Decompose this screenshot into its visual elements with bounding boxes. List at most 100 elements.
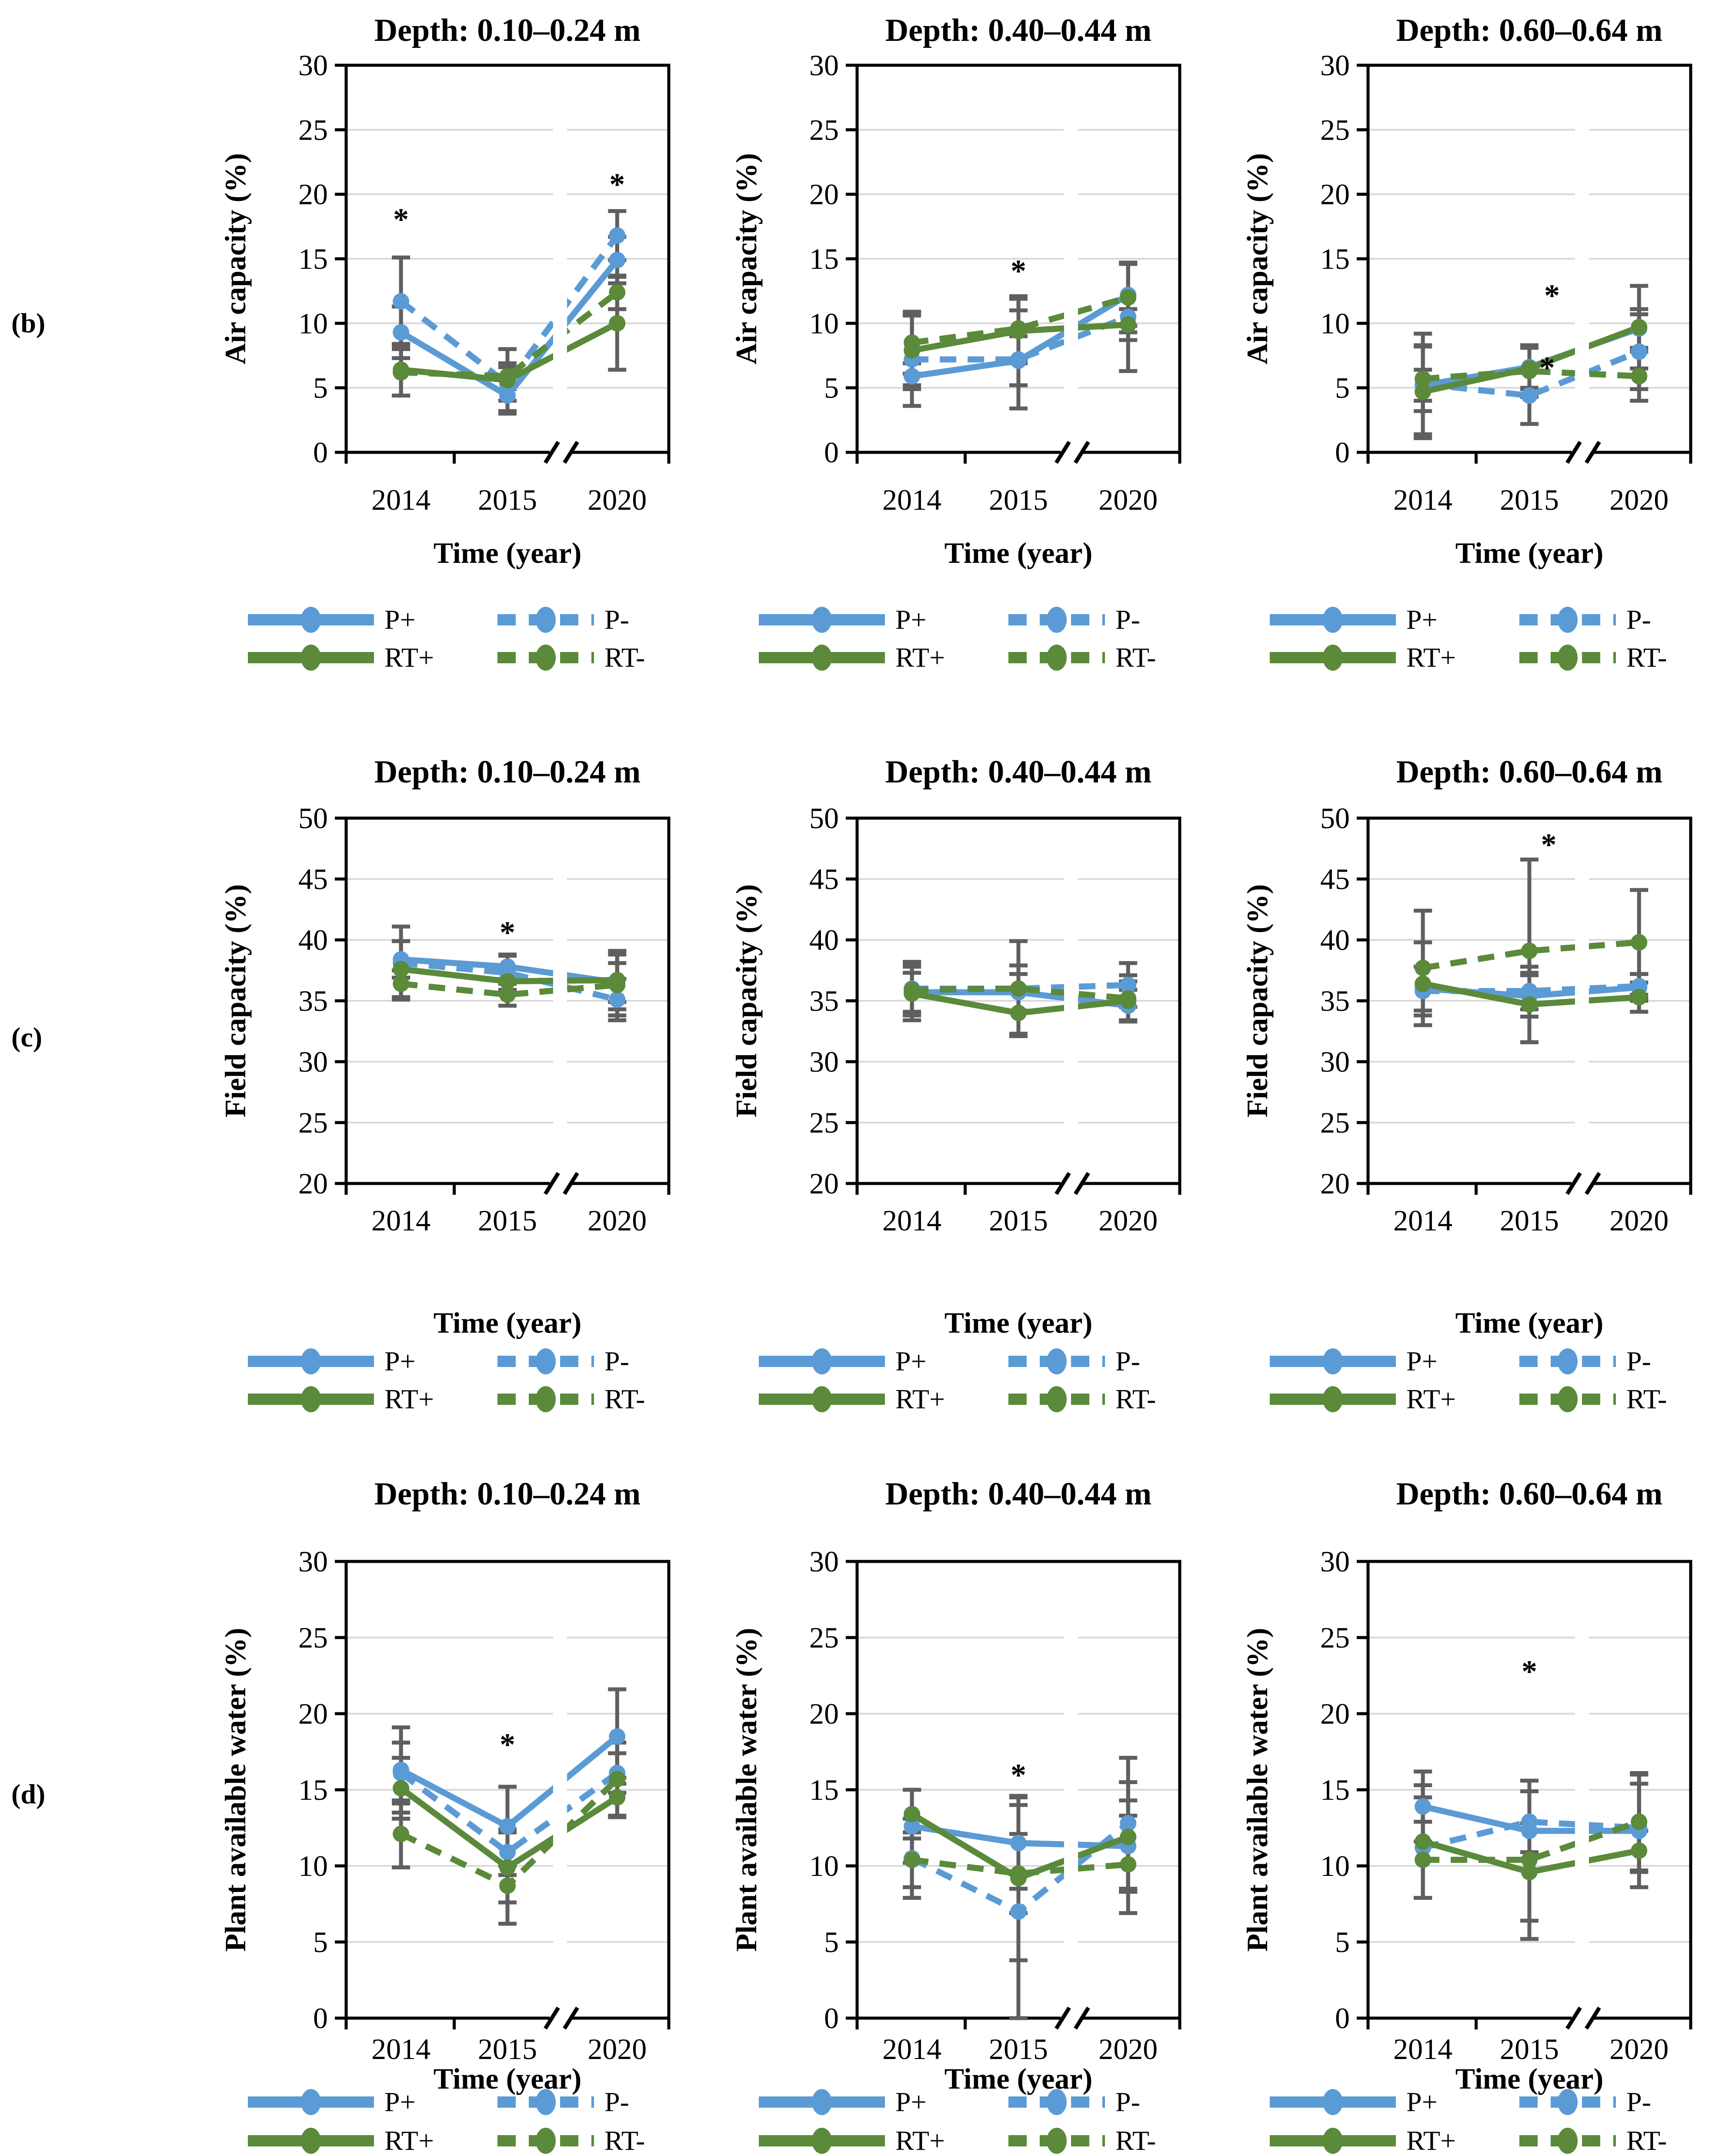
y-tick-label: 5 [824, 1925, 839, 1959]
y-axis-label: Plant available water (%) [219, 1628, 252, 1952]
legend-marker-icon [1047, 2089, 1067, 2115]
legend-label: P- [604, 604, 629, 635]
plot-border [1366, 816, 1692, 1185]
marker-RT--2014 [393, 364, 410, 381]
y-tick-label: 50 [1320, 802, 1350, 835]
y-tick-label: 5 [1335, 1925, 1350, 1959]
x-tick-label: 2020 [587, 1204, 647, 1237]
y-tick-label: 30 [809, 1045, 839, 1078]
plot-border [1366, 64, 1692, 454]
x-axis-label: Time (year) [944, 1306, 1093, 1339]
legend-label: P+ [895, 1346, 927, 1377]
row-label-d: (d) [11, 1778, 46, 1809]
marker-RT--2014 [1415, 959, 1432, 976]
x-tick-label: 2015 [989, 1204, 1048, 1237]
legend-label: RT- [1626, 1384, 1667, 1414]
legend-item-P+: P+ [759, 604, 927, 635]
axis-break-band [1064, 821, 1078, 1181]
x-axis-label: Time (year) [1455, 536, 1604, 569]
panel-title: Depth: 0.40–0.44 m [885, 1476, 1152, 1512]
axis-break-slash [563, 441, 579, 464]
x-axis-label: Time (year) [1455, 2062, 1604, 2095]
significance-asterisk: * [609, 167, 625, 202]
marker-RT+-2020 [609, 1789, 626, 1806]
legend-label: RT- [1115, 642, 1156, 673]
marker-RT--2014 [1415, 370, 1432, 387]
legend-item-RT+: RT+ [759, 642, 945, 673]
legend-item-P+: P+ [759, 2086, 927, 2117]
legend-item-RT-: RT- [1519, 2125, 1667, 2156]
legend-marker-icon [812, 1348, 832, 1374]
panel-d3: Depth: 0.60–0.64 m Plant available water … [1241, 1476, 1692, 2156]
axis-break-band [1064, 68, 1078, 450]
legend-label: RT- [604, 642, 645, 673]
x-tick-label: 2014 [882, 1204, 941, 1237]
marker-RT--2014 [1415, 1852, 1432, 1868]
series-line-P- [912, 314, 1129, 363]
marker-RT--2014 [904, 1852, 921, 1868]
axis-break-slash [563, 1172, 579, 1195]
legend-label: RT- [604, 2125, 645, 2156]
plot-border [344, 64, 671, 454]
y-tick-label: 0 [1335, 436, 1350, 469]
marker-RT--2015 [1521, 363, 1538, 380]
series-line-RT- [400, 290, 619, 380]
legend-item-P-: P- [497, 2086, 629, 2117]
y-tick-label: 25 [298, 1621, 328, 1654]
marker-RT--2014 [393, 1825, 410, 1842]
x-tick-label: 2020 [1098, 483, 1158, 516]
marker-P--2015 [1010, 1903, 1027, 1920]
legend-label: P- [1115, 1346, 1140, 1377]
marker-P--2015 [1521, 1813, 1538, 1830]
legend-marker-icon [1047, 2128, 1067, 2154]
marker-P--2015 [1521, 387, 1538, 404]
legend-marker-icon [1558, 2128, 1578, 2154]
legend-marker-icon [812, 2128, 832, 2154]
legend-marker-icon [812, 1386, 832, 1412]
legend-marker-icon [1047, 645, 1067, 671]
legend-marker-icon [536, 645, 556, 671]
legend-marker-icon [1323, 1386, 1343, 1412]
y-tick-label: 20 [809, 178, 839, 211]
series-line-RT- [911, 1857, 1128, 1877]
x-tick-label: 2014 [1393, 1204, 1452, 1237]
y-tick-label: 30 [298, 49, 328, 82]
axis-break-band [1575, 68, 1589, 450]
marker-RT--2014 [393, 975, 410, 992]
panel-title: Depth: 0.10–0.24 m [374, 754, 641, 790]
y-tick-label: 20 [1320, 1697, 1350, 1730]
axis-break-slash [544, 441, 560, 464]
y-tick-label: 30 [1320, 49, 1350, 82]
plot-border [855, 816, 1181, 1185]
y-axis-label: Air capacity (%) [730, 153, 763, 364]
legend-label: P- [1115, 2086, 1140, 2117]
y-tick-label: 30 [298, 1045, 328, 1078]
legend-item-P+: P+ [248, 2086, 416, 2117]
panel-d2: Depth: 0.40–0.44 m Plant available water … [730, 1476, 1181, 2156]
axis-break-slash [1585, 441, 1601, 464]
legend-marker-icon [536, 1348, 556, 1374]
legend-label: P- [1626, 2086, 1651, 2117]
x-axis-label: Time (year) [434, 536, 582, 569]
legend-label: RT+ [1406, 642, 1456, 673]
legend-label: RT+ [384, 642, 434, 673]
significance-asterisk: * [500, 915, 515, 950]
marker-RT+-2015 [1521, 1864, 1538, 1880]
legend-label: RT- [1626, 642, 1667, 673]
axis-break-slash [1055, 441, 1071, 464]
y-tick-label: 10 [809, 1849, 839, 1882]
significance-asterisk: * [1541, 827, 1557, 862]
y-tick-label: 45 [298, 862, 328, 896]
marker-RT+-2020 [1120, 1828, 1137, 1845]
legend-label: P+ [384, 1346, 416, 1377]
legend-label: P- [1626, 604, 1651, 635]
marker-RT--2015 [1521, 943, 1538, 959]
legend-marker-icon [301, 1386, 321, 1412]
legend-item-P+: P+ [759, 1346, 927, 1377]
y-tick-label: 30 [1320, 1045, 1350, 1078]
marker-RT+-2014 [1415, 383, 1432, 400]
row-label-b: (b) [11, 308, 46, 338]
axis-break-slash [544, 2006, 560, 2030]
legend-item-P-: P- [1008, 1346, 1140, 1377]
